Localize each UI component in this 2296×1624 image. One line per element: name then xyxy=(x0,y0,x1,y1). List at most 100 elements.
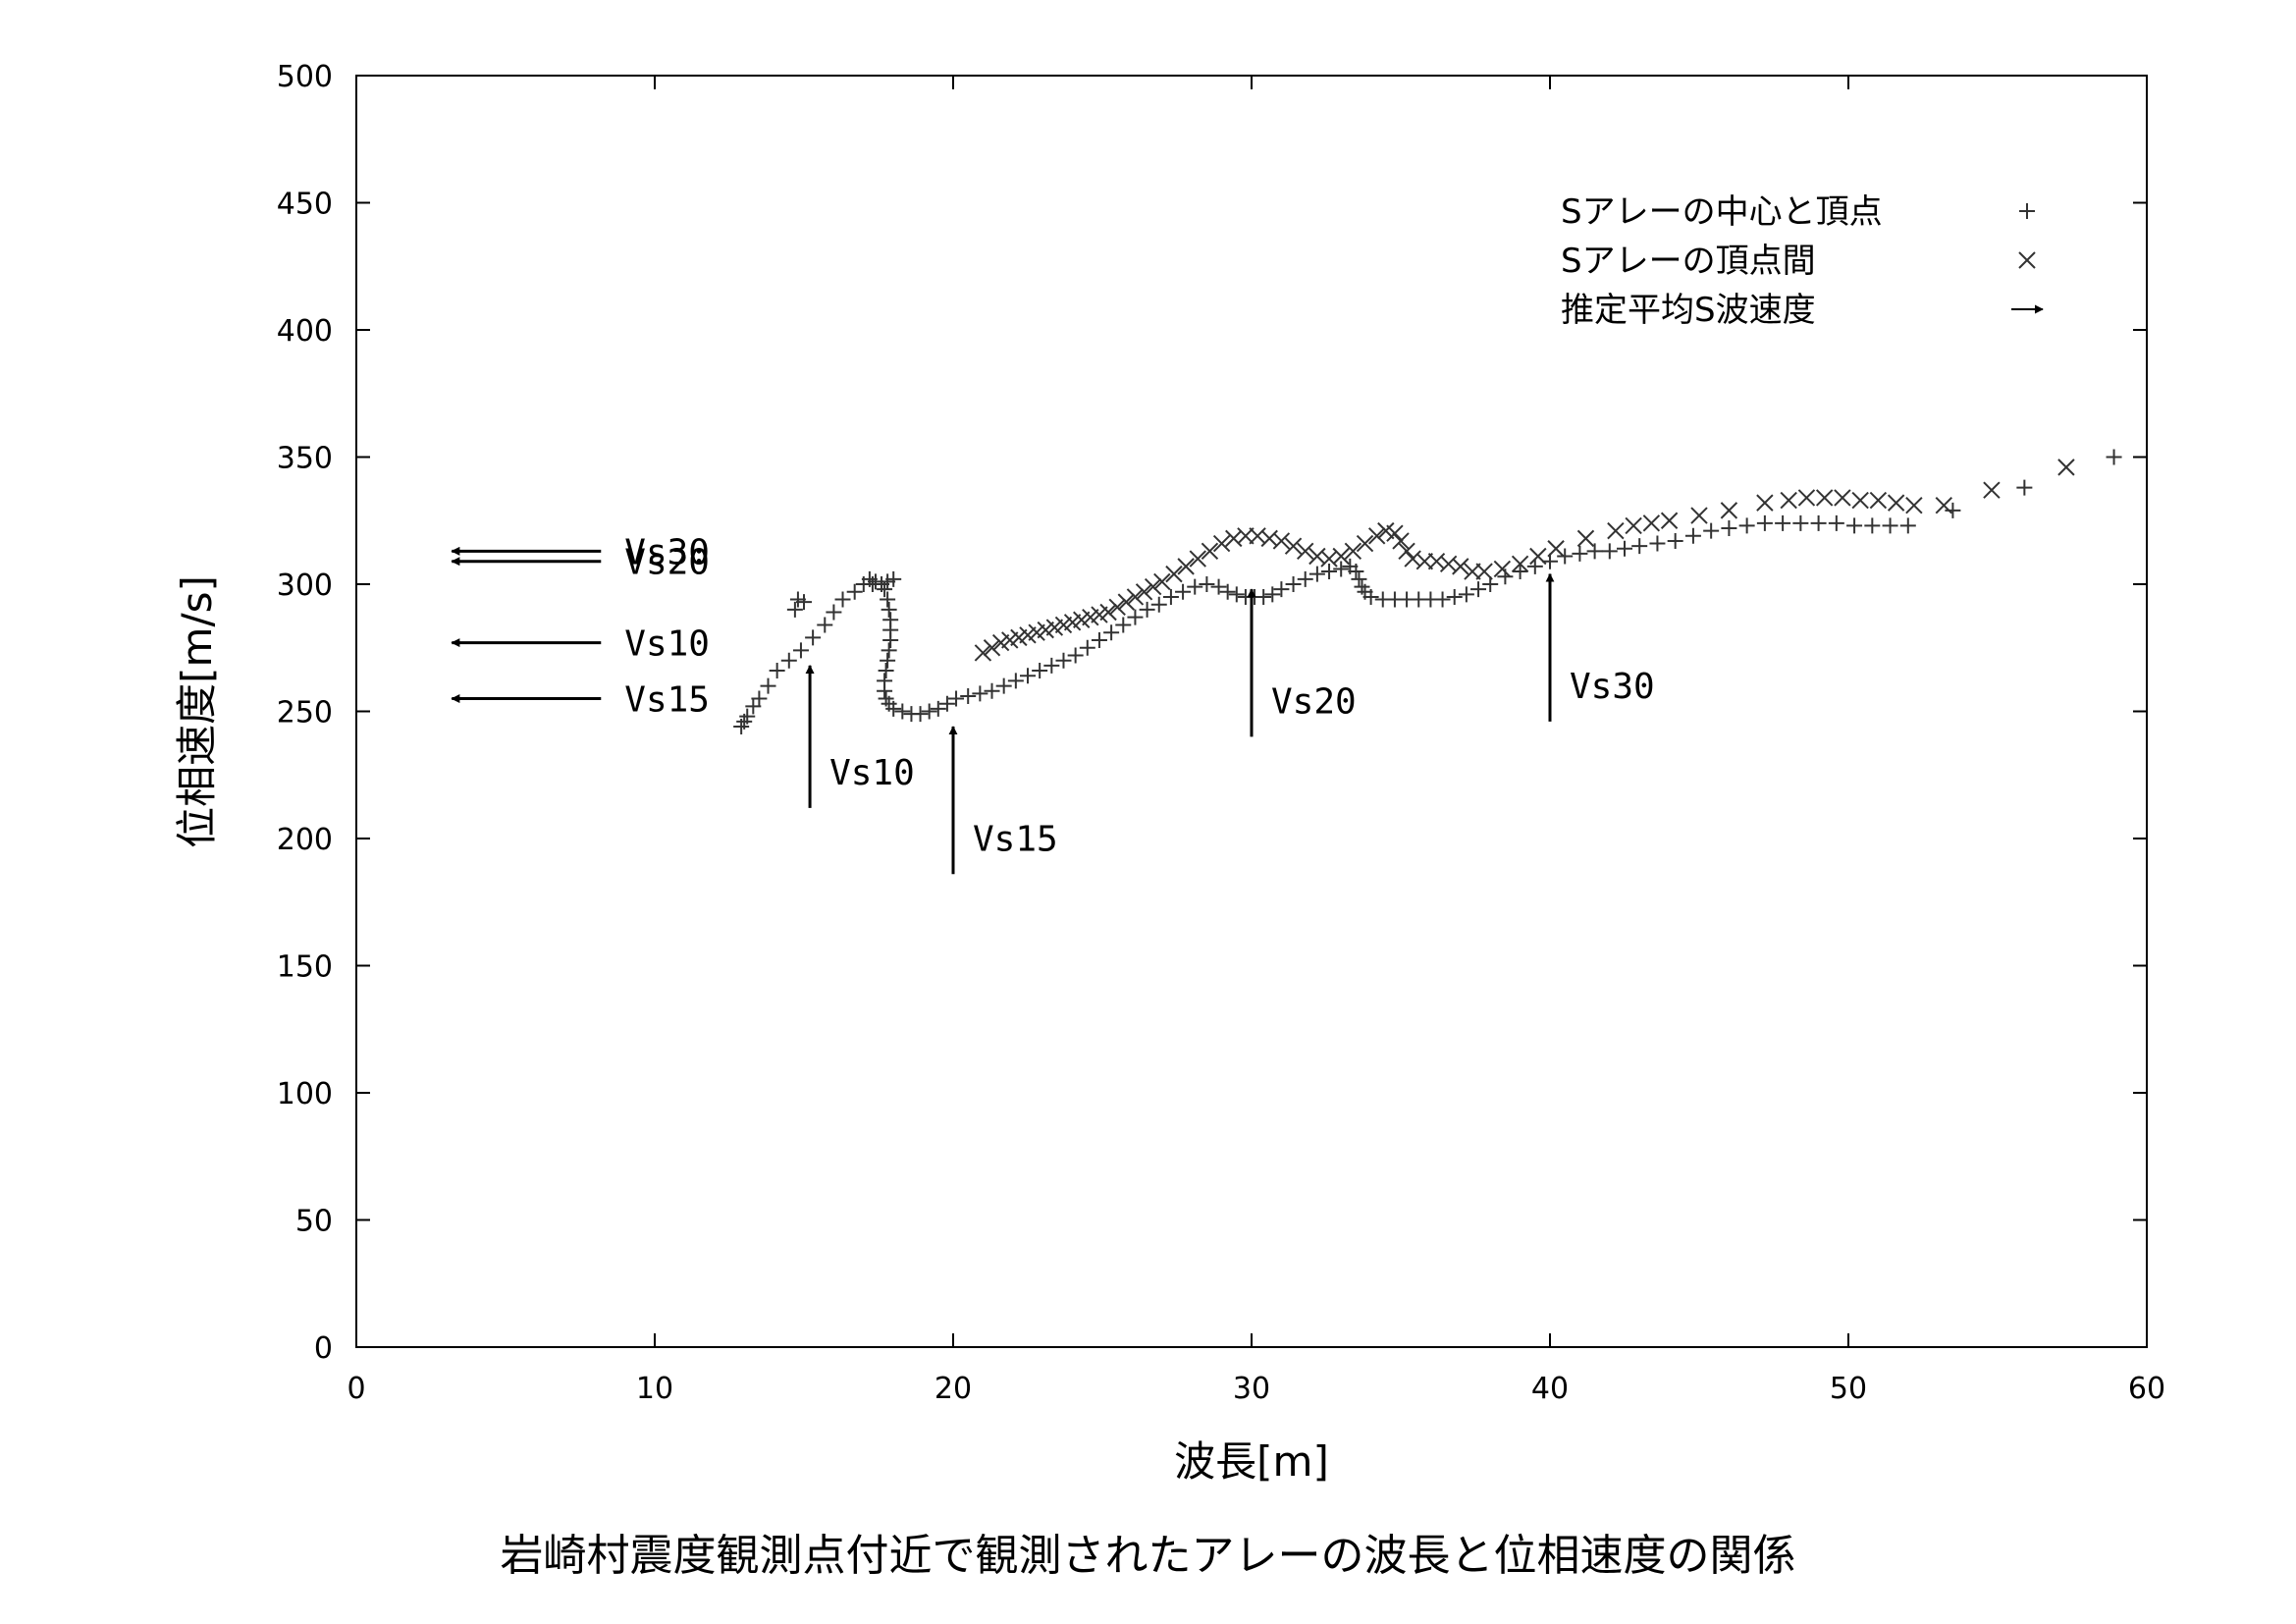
x-tick-label: 20 xyxy=(934,1372,972,1406)
x-tick-label: 10 xyxy=(636,1372,673,1406)
cross-point xyxy=(1237,527,1255,545)
plus-point xyxy=(881,601,897,618)
y-tick-label: 400 xyxy=(277,314,333,349)
cross-point xyxy=(1887,494,1905,512)
legend-label: Sアレーの中心と頂点 xyxy=(1561,192,1883,232)
plus-point xyxy=(1756,514,1773,531)
plus-point xyxy=(1572,545,1588,562)
cross-point xyxy=(1386,524,1404,542)
cross-point xyxy=(1249,527,1266,545)
horizontal-arrow-label: Vs20 xyxy=(624,543,710,583)
cross-point xyxy=(1165,565,1183,583)
y-tick-label: 300 xyxy=(277,568,333,603)
plus-point xyxy=(880,591,896,608)
cross-point xyxy=(1153,572,1171,591)
plus-point xyxy=(1557,548,1574,565)
y-tick-label: 50 xyxy=(295,1205,333,1239)
cross-point xyxy=(1869,491,1888,510)
plus-point xyxy=(1219,583,1236,600)
cross-point xyxy=(1344,542,1362,561)
y-tick-label: 100 xyxy=(277,1077,333,1111)
plus-point xyxy=(1775,514,1791,531)
cross-point xyxy=(1690,507,1708,524)
plus-point xyxy=(960,687,977,704)
plus-point xyxy=(796,594,812,611)
plus-point xyxy=(877,682,893,699)
plus-point xyxy=(1864,517,1881,534)
plus-point xyxy=(1091,631,1107,648)
legend-cross-marker xyxy=(2018,251,2036,269)
legend-label: 推定平均S波速度 xyxy=(1561,291,1816,330)
plus-point xyxy=(1150,596,1167,613)
cross-point xyxy=(1177,558,1195,575)
cross-point xyxy=(1780,491,1797,510)
cross-point xyxy=(1126,588,1145,606)
plus-point xyxy=(1649,535,1666,552)
y-tick-label: 250 xyxy=(277,696,333,731)
plus-point xyxy=(1321,564,1338,580)
plus-point xyxy=(1882,517,1898,534)
plus-point xyxy=(1210,578,1227,595)
x-tick-label: 30 xyxy=(1233,1372,1270,1406)
cross-point xyxy=(1815,489,1834,507)
cross-point xyxy=(1212,534,1231,553)
plus-point xyxy=(1351,570,1367,587)
plus-point xyxy=(1945,502,1961,518)
plus-point xyxy=(739,708,756,725)
plus-point xyxy=(912,706,929,723)
plus-point xyxy=(1333,561,1350,577)
cross-point xyxy=(1493,560,1512,578)
plus-point xyxy=(1667,532,1683,549)
plus-point xyxy=(1458,586,1474,603)
plus-point xyxy=(1362,588,1379,605)
plus-point xyxy=(834,591,851,608)
plus-point xyxy=(792,642,809,659)
plus-point xyxy=(938,695,955,712)
cross-point xyxy=(1464,563,1481,580)
y-tick-label: 0 xyxy=(314,1331,333,1366)
vertical-arrow-label: Vs30 xyxy=(1570,667,1655,707)
cross-point xyxy=(1404,550,1421,568)
cross-point xyxy=(1511,555,1529,572)
cross-point xyxy=(1756,494,1774,512)
x-tick-label: 60 xyxy=(2128,1372,2165,1406)
y-tick-label: 450 xyxy=(277,188,333,222)
cross-point xyxy=(974,644,992,662)
plus-point xyxy=(1199,576,1215,592)
plus-point xyxy=(930,700,946,717)
plus-point xyxy=(1175,583,1192,600)
cross-point xyxy=(1415,552,1434,570)
plus-point xyxy=(864,576,881,592)
plus-point xyxy=(1273,581,1290,598)
x-tick-label: 50 xyxy=(1830,1372,1867,1406)
plus-point xyxy=(1285,576,1302,592)
plus-point xyxy=(1470,581,1487,598)
plus-point xyxy=(2106,449,2122,465)
cross-point xyxy=(1392,532,1410,550)
plus-point xyxy=(1032,663,1048,679)
cross-point xyxy=(1983,481,2001,499)
cross-point xyxy=(2057,459,2075,476)
plus-point xyxy=(1631,538,1648,555)
cross-point xyxy=(1720,502,1738,519)
plus-point xyxy=(1512,564,1528,580)
plus-point xyxy=(1703,522,1720,539)
cross-point xyxy=(1144,577,1162,596)
cross-point xyxy=(1905,497,1923,514)
cross-point xyxy=(1332,547,1350,566)
vertical-arrow-label: Vs20 xyxy=(1271,681,1357,722)
cross-point xyxy=(1272,532,1291,550)
cross-point xyxy=(1099,603,1117,622)
plus-point xyxy=(1187,578,1203,595)
y-tick-label: 350 xyxy=(277,442,333,476)
plus-point xyxy=(826,604,842,621)
plus-point xyxy=(760,677,776,694)
plus-point xyxy=(1264,586,1281,603)
plus-point xyxy=(885,700,902,717)
cross-point xyxy=(1356,534,1374,553)
y-tick-label: 200 xyxy=(277,823,333,857)
x-axis-ticks: 0 10 20 30 40 50 60 xyxy=(347,76,2165,1406)
